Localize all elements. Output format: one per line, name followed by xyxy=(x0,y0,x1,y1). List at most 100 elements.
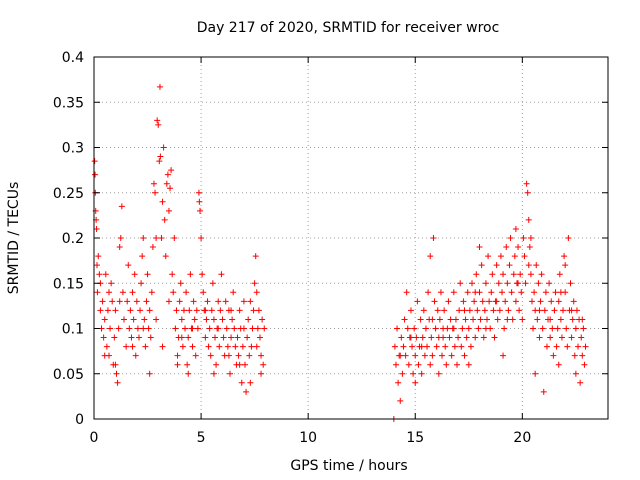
data-point xyxy=(240,298,247,305)
data-point xyxy=(245,316,252,323)
data-point xyxy=(91,158,98,165)
data-point xyxy=(160,144,167,151)
data-point xyxy=(399,370,406,377)
data-point xyxy=(190,298,197,305)
data-point xyxy=(174,361,181,368)
data-point xyxy=(103,343,110,350)
data-point xyxy=(439,352,446,359)
data-point xyxy=(261,325,268,332)
data-point xyxy=(497,253,504,260)
data-point xyxy=(474,307,481,314)
data-point xyxy=(232,343,239,350)
data-point xyxy=(156,158,163,165)
data-point xyxy=(425,289,432,296)
data-point xyxy=(102,271,109,278)
data-point xyxy=(450,325,457,332)
data-point xyxy=(565,235,572,241)
data-point xyxy=(397,397,404,404)
data-point xyxy=(108,280,115,287)
data-point xyxy=(129,343,136,350)
data-point xyxy=(479,298,486,305)
data-point xyxy=(169,271,176,278)
data-point xyxy=(543,343,550,350)
data-point xyxy=(569,316,576,323)
data-point xyxy=(107,325,114,332)
y-tick-label: 0.15 xyxy=(53,276,84,292)
data-point xyxy=(185,370,192,377)
data-point xyxy=(120,316,127,323)
data-point xyxy=(191,316,198,323)
data-point xyxy=(210,316,217,323)
data-point xyxy=(145,325,152,332)
data-point xyxy=(99,298,106,305)
data-point xyxy=(447,316,454,323)
data-point xyxy=(534,316,541,323)
data-point xyxy=(477,316,484,323)
data-point xyxy=(147,334,154,341)
data-point xyxy=(164,171,171,178)
data-point xyxy=(163,180,170,187)
data-point xyxy=(162,253,169,260)
data-point xyxy=(535,280,542,287)
data-point xyxy=(527,271,534,278)
data-point xyxy=(522,280,529,287)
data-point xyxy=(431,298,438,305)
data-point xyxy=(409,343,416,350)
data-point xyxy=(198,235,205,241)
data-point xyxy=(490,307,497,314)
data-point xyxy=(446,334,453,341)
data-point xyxy=(491,334,498,341)
data-point xyxy=(503,244,510,251)
data-point xyxy=(459,325,466,332)
axis-ticks: 0 0.05 0.1 0.15 0.2 0.25 0.3 0.35 0.4 0 5 10 15 20 xyxy=(53,50,608,446)
data-point xyxy=(206,325,213,332)
data-point xyxy=(247,298,254,305)
data-point xyxy=(558,334,565,341)
data-point xyxy=(185,334,192,341)
data-point xyxy=(556,271,563,278)
data-point xyxy=(112,307,119,314)
data-point xyxy=(255,307,262,314)
data-point xyxy=(152,189,159,196)
data-point xyxy=(222,298,229,305)
data-point xyxy=(509,316,516,323)
y-tick-label: 0.2 xyxy=(62,231,84,247)
data-point xyxy=(203,316,210,323)
data-point xyxy=(457,280,464,287)
data-point xyxy=(168,167,175,174)
data-point xyxy=(179,343,186,350)
data-point xyxy=(462,316,469,323)
data-point xyxy=(192,352,199,359)
data-point xyxy=(419,334,426,341)
data-point xyxy=(525,216,532,223)
data-point xyxy=(517,271,524,278)
data-point xyxy=(259,316,266,323)
data-point xyxy=(412,352,419,359)
data-point xyxy=(141,316,148,323)
data-point xyxy=(410,370,417,377)
data-point xyxy=(500,271,507,278)
data-point xyxy=(472,289,479,296)
data-point xyxy=(204,298,211,305)
data-point xyxy=(549,325,556,332)
data-point xyxy=(554,325,561,332)
data-point xyxy=(445,298,452,305)
data-point xyxy=(126,325,133,332)
data-point xyxy=(182,325,189,332)
data-point xyxy=(573,307,580,314)
data-point xyxy=(507,235,514,241)
data-point xyxy=(562,262,569,269)
data-point xyxy=(135,334,142,341)
data-point xyxy=(478,262,485,269)
data-point xyxy=(403,289,410,296)
data-point xyxy=(451,343,458,350)
data-point xyxy=(220,334,227,341)
data-point xyxy=(463,334,470,341)
data-point xyxy=(210,370,217,377)
data-point xyxy=(392,361,399,368)
data-point xyxy=(397,352,404,359)
data-point xyxy=(96,271,103,278)
data-point xyxy=(553,343,560,350)
data-point xyxy=(183,289,190,296)
